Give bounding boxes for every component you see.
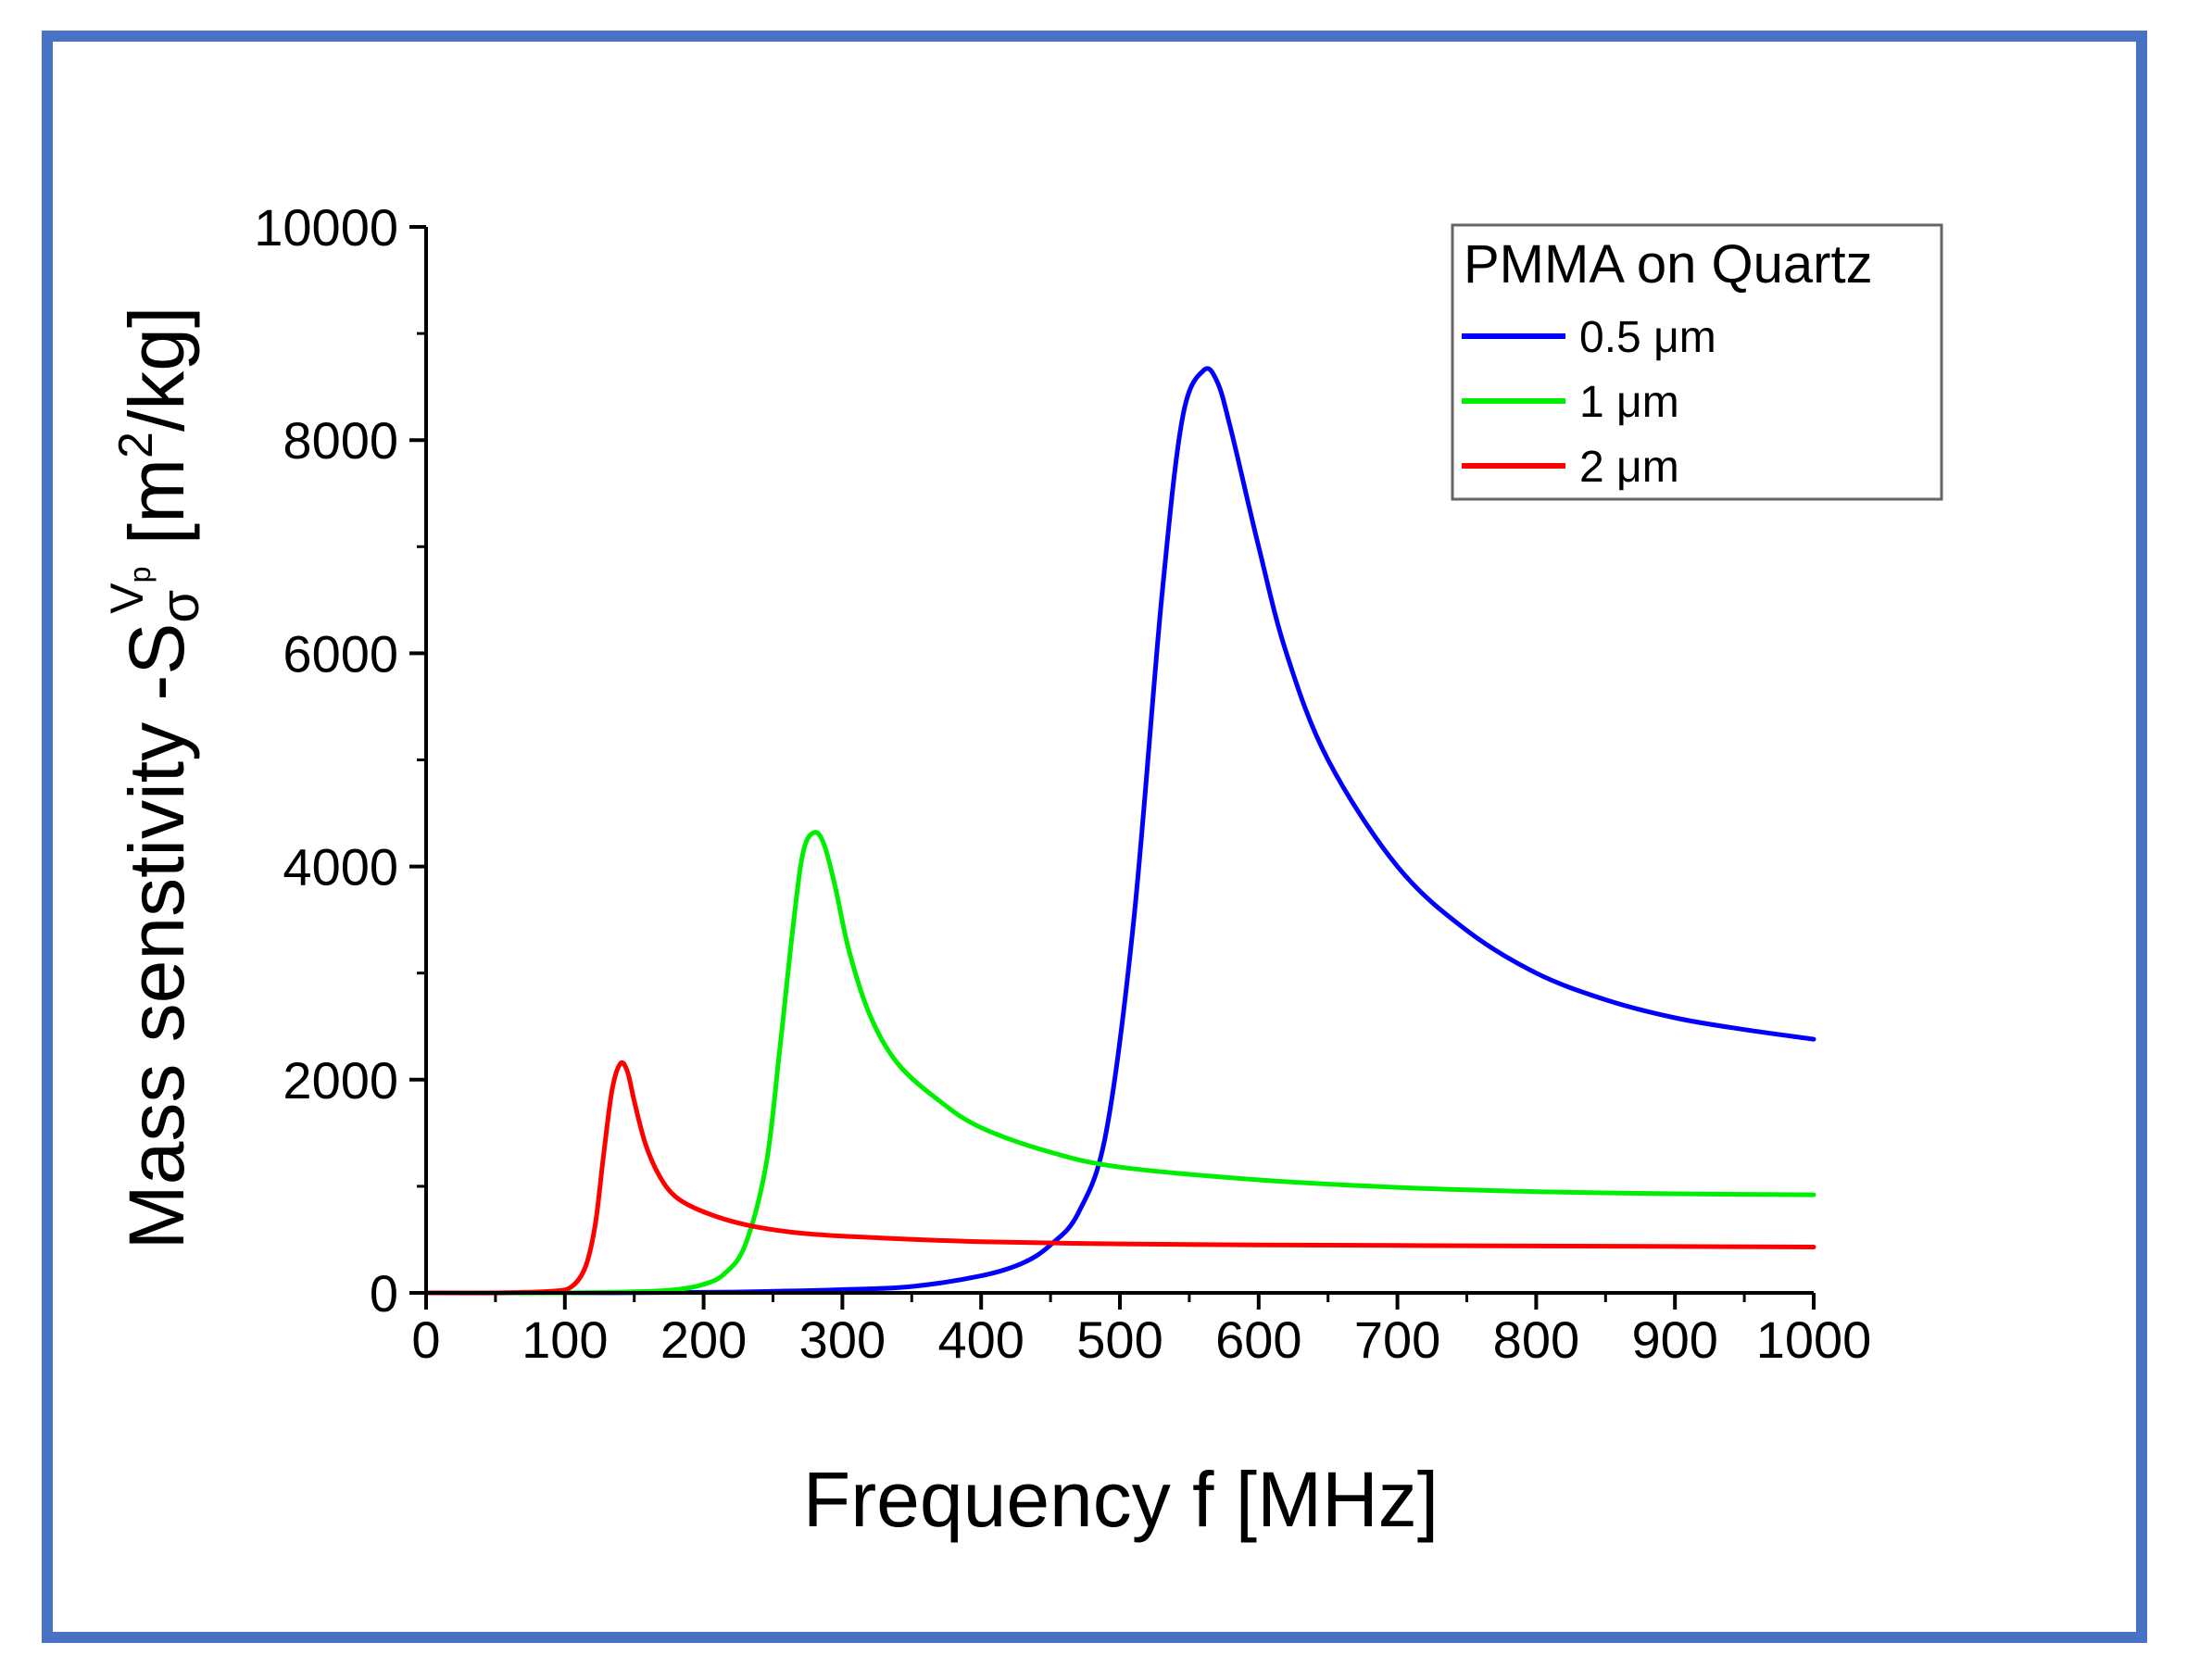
axes: 0 100 200 300 400 500 600 700 800 900 1000 0 2000 40… — [254, 198, 1871, 1369]
x-tick-label: 800 — [1493, 1310, 1579, 1369]
x-tick-label: 900 — [1631, 1310, 1717, 1369]
x-tick-label: 400 — [937, 1310, 1024, 1369]
legend-items: 0.5 μm 1 μm 2 μm — [1462, 313, 1716, 492]
y-tick-label: 6000 — [283, 624, 398, 683]
y-ticks: 0 2000 4000 6000 8000 10000 — [254, 198, 426, 1323]
series-line-1 — [423, 366, 1816, 1296]
x-ticks: 0 100 200 300 400 500 600 700 800 900 1000 — [411, 1293, 1871, 1369]
legend: PMMA on Quartz 0.5 μm 1 μm 2 μm — [1451, 223, 1943, 501]
y-tick-label: 2000 — [283, 1051, 398, 1110]
x-tick-label: 500 — [1076, 1310, 1163, 1369]
y-axis-title: Mass senstivity -SσVp [m2/kg] — [101, 307, 210, 1250]
series-line-3 — [423, 1059, 1816, 1296]
y-tick-label: 10000 — [254, 198, 398, 257]
y-axis-title-prefix: Mass senstivity -S — [113, 623, 200, 1250]
legend-label-1: 0.5 μm — [1579, 313, 1716, 362]
y-axis-title-unit-open: [m — [113, 458, 200, 567]
y-tick-label: 8000 — [283, 411, 398, 470]
x-tick-label: 700 — [1354, 1310, 1440, 1369]
x-tick-label: 0 — [411, 1310, 440, 1369]
x-tick-label: 200 — [660, 1310, 747, 1369]
legend-title: PMMA on Quartz — [1464, 234, 1873, 295]
x-tick-label: 100 — [522, 1310, 608, 1369]
y-axis-title-sup: V — [101, 583, 153, 614]
x-tick-label: 600 — [1215, 1310, 1301, 1369]
legend-box — [1451, 223, 1943, 501]
x-tick-label: 300 — [799, 1310, 886, 1369]
x-tick-label: 1000 — [1756, 1310, 1872, 1369]
y-axis-title-supsub: p — [123, 567, 157, 583]
y-tick-label: 0 — [370, 1264, 398, 1323]
y-axis-title-sub: σ — [150, 590, 210, 623]
y-axis-title-unit-close: /kg] — [113, 307, 200, 432]
y-tick-label: 4000 — [283, 838, 398, 896]
y-axis-title-unit-sup: 2 — [109, 432, 163, 458]
legend-label-3: 2 μm — [1579, 443, 1679, 492]
plot-lines — [423, 366, 1816, 1296]
x-axis-title: Frequency f [MHz] — [803, 1456, 1439, 1543]
legend-label-2: 1 μm — [1579, 378, 1679, 427]
series-line-2 — [423, 830, 1816, 1296]
